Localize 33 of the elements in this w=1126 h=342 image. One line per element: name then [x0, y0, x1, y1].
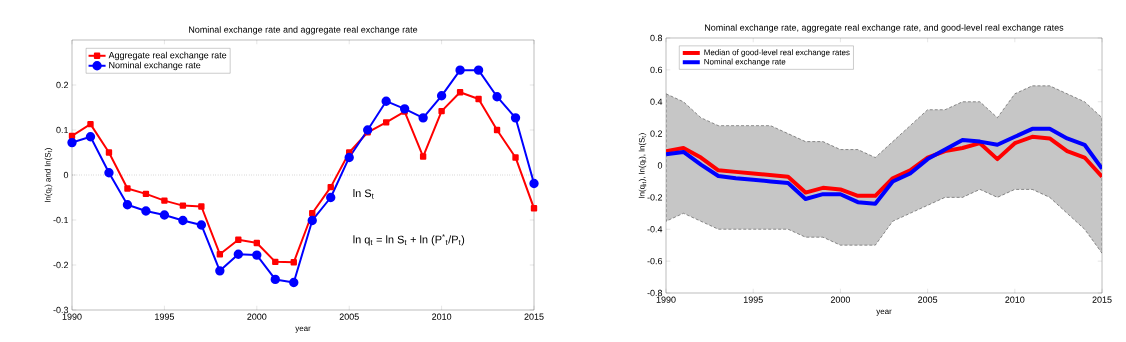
y-tick-label: 0.2 [56, 81, 69, 89]
x-tick-label: 1990 [62, 313, 82, 320]
x-tick-label: 2015 [524, 313, 544, 320]
x-tick-label: 2005 [918, 296, 938, 303]
y-tick-label: -0.3 [53, 306, 69, 314]
y-tick-label: -0.1 [53, 216, 69, 224]
x-tick-label: 2015 [1092, 296, 1112, 303]
x-tick-label: 2005 [339, 313, 359, 320]
y-tick-label: 0.2 [650, 130, 663, 137]
x-tick-label: 2010 [1005, 296, 1025, 303]
y-tick-label: 0.6 [650, 66, 663, 74]
y-tick-label: -0.4 [647, 226, 663, 233]
x-tick-label: 1995 [743, 296, 763, 303]
x-tick-label: 2000 [830, 296, 851, 303]
chart-title: Nominal exchange rate, aggregate real exchange rate, and good-level real exchange rates [705, 24, 1064, 33]
chart-title: Nominal exchange rate and aggregate real exchange rate [189, 26, 418, 35]
y-tick-label: 0.1 [56, 126, 69, 134]
y-tick-label: -0.2 [647, 194, 663, 201]
legend-label: Aggregate real exchange rate [108, 51, 227, 61]
y-tick-label: 0.4 [650, 98, 663, 105]
y-tick-label: -0.8 [647, 289, 663, 297]
annotation: ln S$_{t}$ [353, 189, 374, 199]
y-tick-label: -0.6 [647, 257, 663, 265]
y-tick-label: 0.8 [650, 34, 663, 42]
legend-label: Nominal exchange rate [109, 61, 201, 71]
x-tick-label: 2010 [432, 313, 452, 320]
x-tick-label: 2000 [247, 313, 267, 320]
x-tick-label: 1990 [656, 296, 676, 303]
y-tick-label: 0 [63, 171, 69, 179]
y-tick-label: -0.2 [53, 261, 69, 269]
x-tick-label: 1995 [155, 313, 174, 320]
text: ln q$_{t}$ = ln S$_{t}$ + ln (P$^{*}$$_{t}$/P$_{t}$) [353, 234, 465, 246]
y-tick-label: 0 [657, 162, 663, 169]
